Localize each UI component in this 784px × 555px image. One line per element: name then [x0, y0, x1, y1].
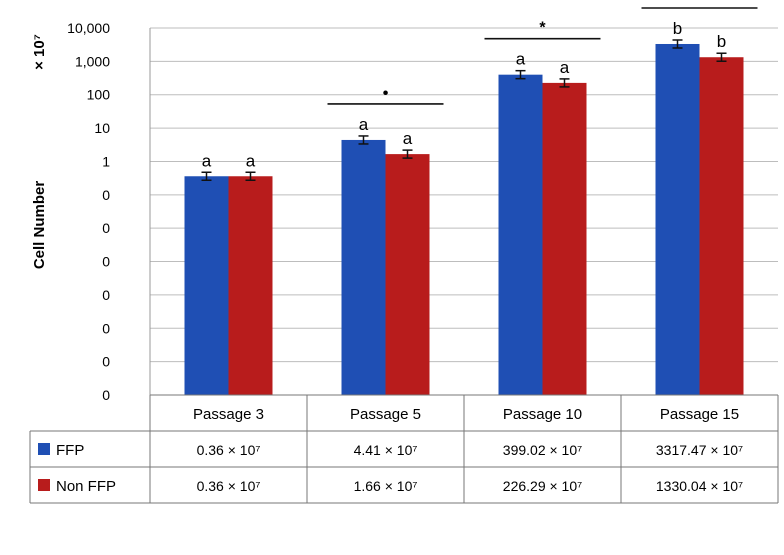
bar-ffp	[184, 176, 229, 395]
category-label: Passage 15	[660, 406, 739, 423]
data-label: 226.29 × 10⁷	[503, 478, 582, 494]
y-tick-label: 0	[102, 320, 110, 336]
data-label: 0.36 × 10⁷	[197, 478, 261, 494]
data-label: 0.36 × 10⁷	[197, 442, 261, 458]
legend-swatch	[38, 479, 50, 491]
category-label: Passage 10	[503, 406, 582, 423]
significance-letter: b	[673, 19, 682, 38]
significance-brackets: • * •	[327, 0, 758, 105]
y-tick-label: 0	[102, 254, 110, 270]
legend-label: Non FFP	[56, 478, 116, 495]
y-tick-label: 1,000	[75, 53, 110, 69]
significance-letters: a a a a a a b b	[202, 19, 726, 170]
y-axis-unit: × 10⁷	[31, 34, 48, 70]
significance-letter: a	[560, 58, 570, 77]
legend-label: FFP	[56, 442, 84, 459]
y-tick-label: 10	[94, 120, 110, 136]
y-axis-label: Cell Number	[31, 181, 48, 270]
bar-ffp	[498, 74, 543, 395]
significance-letter: b	[717, 32, 726, 51]
y-tick-label: 0	[102, 220, 110, 236]
significance-letter: a	[202, 151, 212, 170]
significance-letter: a	[246, 151, 256, 170]
error-bars	[201, 39, 727, 182]
significance-symbol: •	[697, 0, 703, 6]
bar-non-ffp	[699, 57, 744, 396]
data-label: 1.66 × 10⁷	[354, 478, 418, 494]
bar-ffp	[341, 139, 386, 395]
significance-symbol: •	[383, 85, 389, 102]
data-label: 4.41 × 10⁷	[354, 442, 418, 458]
y-tick-labels: 0 0 0 0 0 0 0 1 10 100 1,000 10,000	[67, 20, 110, 403]
bar-non-ffp	[542, 82, 587, 395]
y-tick-label: 0	[102, 287, 110, 303]
bars	[184, 43, 744, 396]
significance-symbol: *	[539, 20, 546, 37]
significance-letter: a	[359, 115, 369, 134]
bar-non-ffp	[228, 176, 273, 395]
y-tick-label: 0	[102, 387, 110, 403]
data-label: 1330.04 × 10⁷	[656, 478, 743, 494]
data-label: 3317.47 × 10⁷	[656, 442, 743, 458]
bar-ffp	[655, 43, 700, 396]
category-label: Passage 5	[350, 406, 421, 423]
y-tick-label: 10,000	[67, 20, 110, 36]
y-tick-label: 0	[102, 354, 110, 370]
significance-letter: a	[403, 129, 413, 148]
data-table: Passage 3 Passage 5 Passage 10 Passage 15 FF…	[29, 394, 779, 504]
y-tick-label: 0	[102, 187, 110, 203]
significance-letter: a	[516, 50, 526, 69]
y-tick-label: 1	[102, 153, 110, 169]
y-tick-label: 100	[87, 87, 111, 103]
data-label: 399.02 × 10⁷	[503, 442, 582, 458]
category-label: Passage 3	[193, 406, 264, 423]
bar-non-ffp	[385, 154, 430, 395]
legend-swatch	[38, 443, 50, 455]
